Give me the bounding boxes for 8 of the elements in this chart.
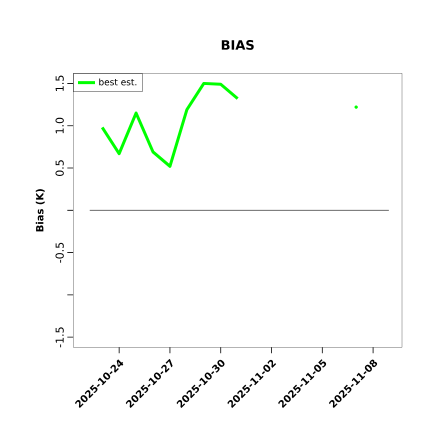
legend-label: best est. xyxy=(99,78,136,86)
y-tick-label: 0.5 xyxy=(56,160,64,176)
y-tick-label: 1.5 xyxy=(56,76,64,91)
y-tick-label: 1.0 xyxy=(56,118,64,134)
chart-title: BIAS xyxy=(222,40,254,50)
y-tick-label: -0.5 xyxy=(56,242,64,263)
y-tick-label: -1.5 xyxy=(56,327,64,348)
y-axis-title: Bias (K) xyxy=(36,189,45,232)
